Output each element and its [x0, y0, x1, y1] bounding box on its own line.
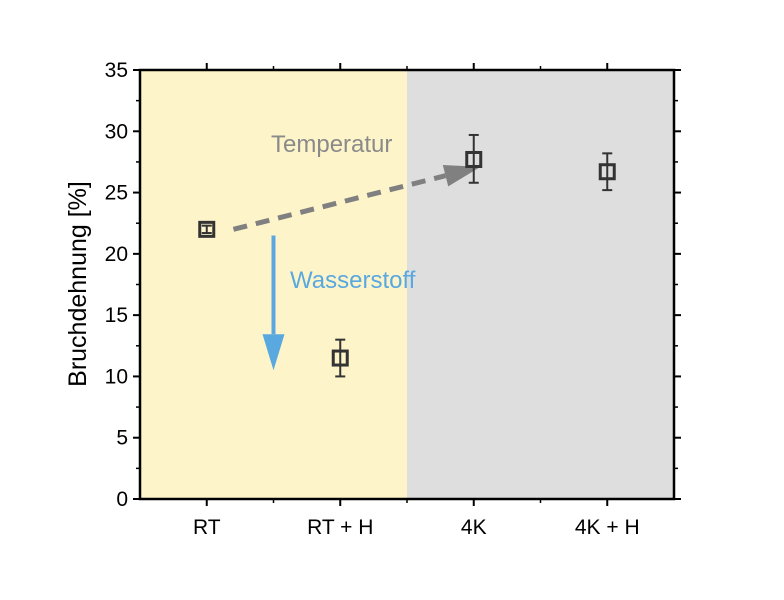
y-tick-label-0: 0 — [116, 488, 128, 511]
temperature-arrow-head — [442, 165, 481, 187]
plot-frame — [138, 68, 676, 501]
data-point-3 — [598, 152, 616, 192]
temperature-arrow-shaft — [232, 173, 447, 232]
y-tick-label-20: 20 — [105, 243, 128, 266]
x-tick-label-0: RT — [193, 516, 221, 539]
x-tick-label-1: RT + H — [307, 516, 373, 539]
y-tick-label-15: 15 — [105, 304, 128, 327]
x-tick-label-2: 4K — [461, 516, 487, 539]
y-axis-title: Bruchdehnung [%] — [64, 181, 92, 387]
data-points — [198, 133, 616, 378]
y-tick-label-25: 25 — [105, 182, 128, 205]
data-point-2 — [465, 133, 483, 184]
region-1 — [407, 70, 674, 499]
background-regions — [140, 70, 674, 499]
marker — [465, 150, 483, 168]
y-tick-label-30: 30 — [105, 120, 128, 143]
data-point-0 — [198, 220, 216, 238]
tick-labels: 0 5 10 15 20 25 30 35 RT RT + H 4K 4K + H — [105, 59, 640, 539]
marker — [598, 163, 616, 181]
annotation-arrows — [232, 165, 481, 371]
data-point-1 — [331, 338, 349, 378]
y-tick-label-5: 5 — [116, 427, 128, 450]
marker — [331, 349, 349, 367]
y-tick-label-35: 35 — [105, 59, 128, 82]
x-tick-label-3: 4K + H — [575, 516, 640, 539]
temperature-annotation: Temperatur — [271, 131, 392, 158]
hydrogen-arrow-head — [262, 334, 285, 371]
hydrogen-annotation: Wasserstoff — [290, 267, 416, 294]
y-tick-label-10: 10 — [105, 365, 128, 388]
marker — [198, 220, 216, 238]
